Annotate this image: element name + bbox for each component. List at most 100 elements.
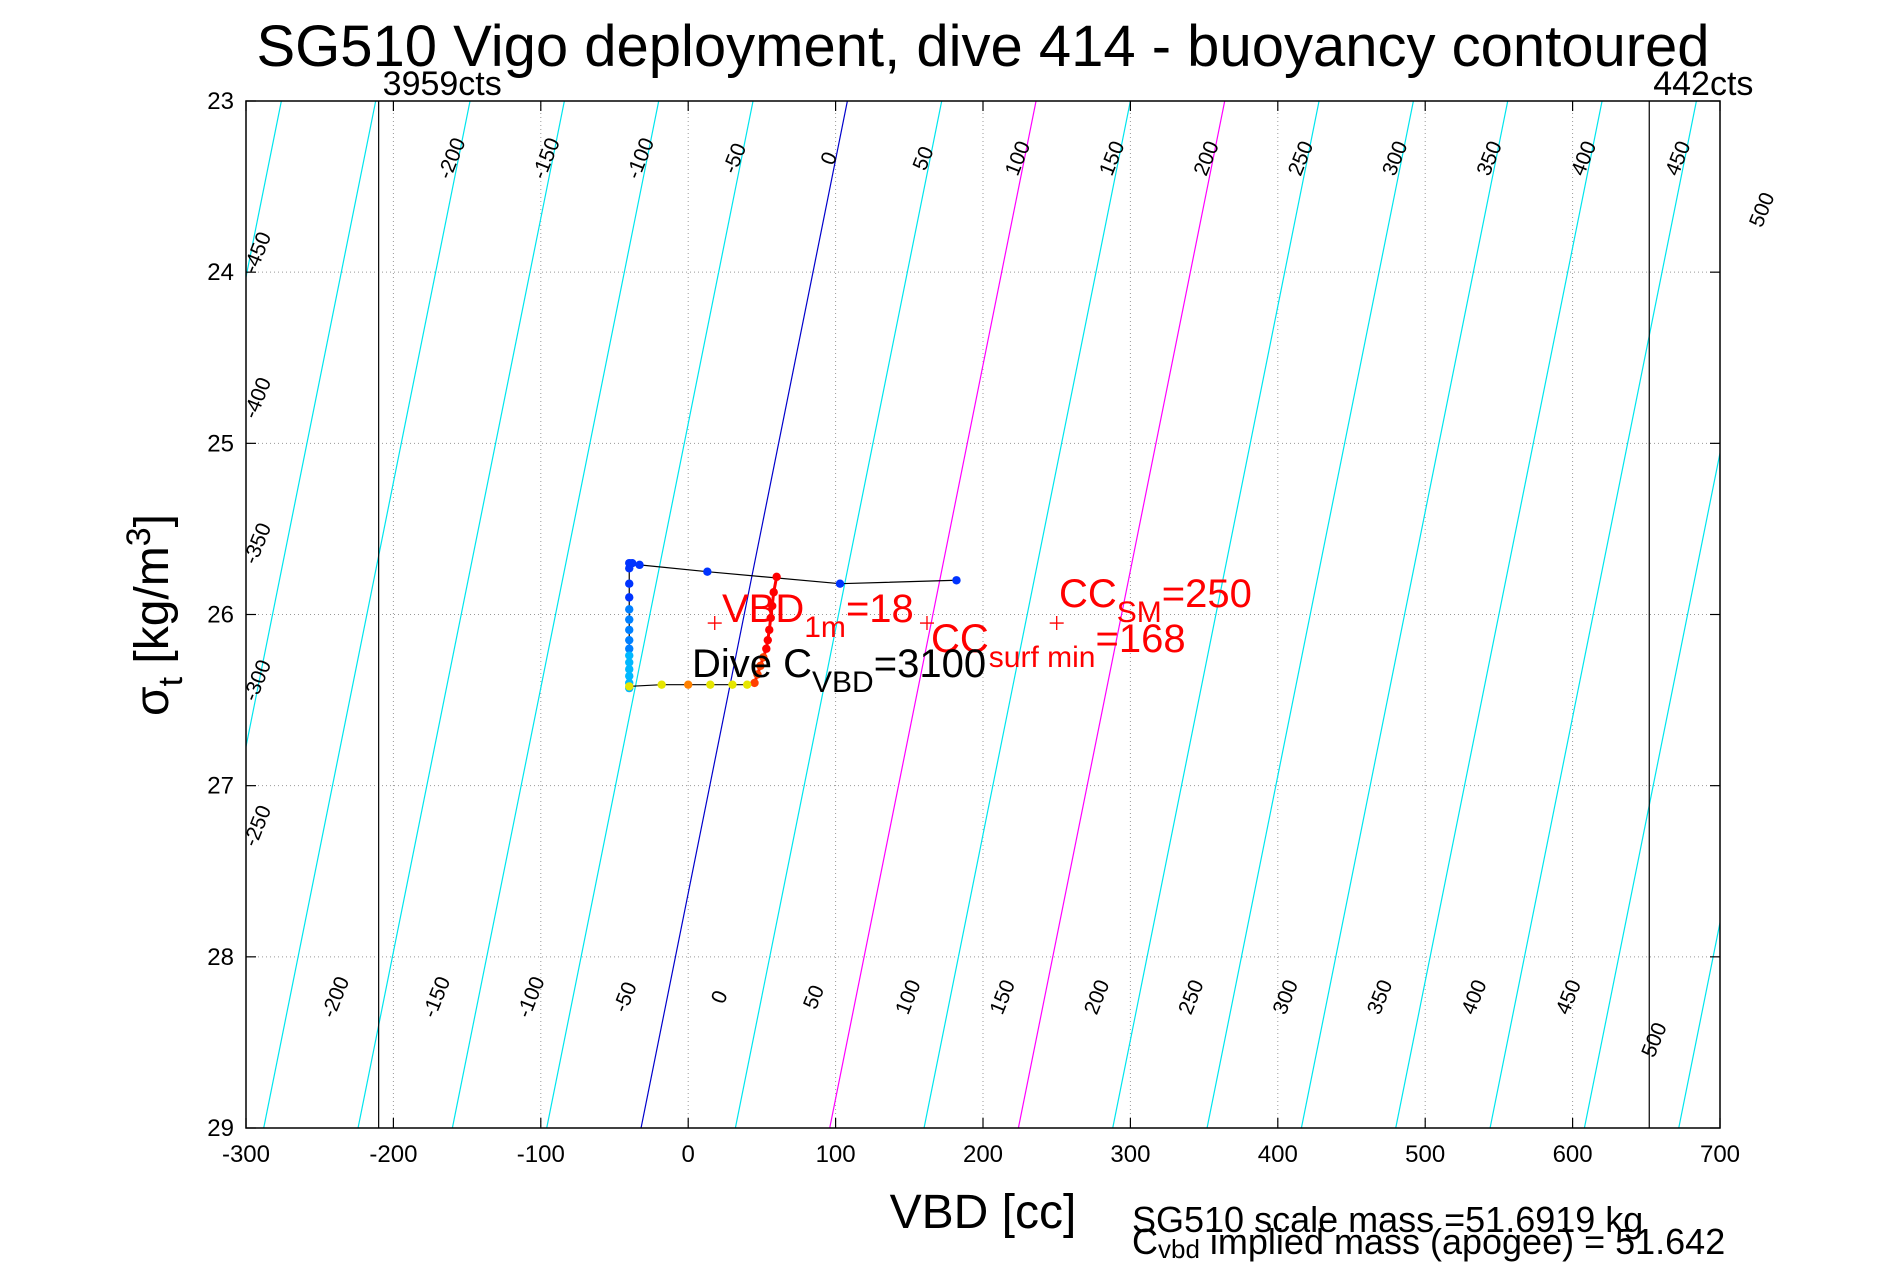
contour-line--400 (0, 101, 93, 1128)
dive-point-21 (769, 588, 778, 597)
chart-title: SG510 Vigo deployment, dive 414 - buoyan… (256, 14, 1709, 79)
dive-point-9 (625, 651, 634, 660)
x-tick-label--300: -300 (222, 1141, 270, 1168)
dive-point-36 (625, 682, 634, 691)
annotation-vbd1m-sub: 1m (804, 611, 846, 644)
dive-point-23 (766, 613, 775, 623)
annotation-vbd1m-main: VBD (722, 587, 804, 631)
y-label-unit: [kg/m (126, 546, 179, 677)
x-axis-label: VBD [cc] (890, 1186, 1077, 1239)
y-tick-label-25: 25 (207, 430, 234, 457)
x-tick-label--200: -200 (369, 1141, 417, 1168)
x-axis-ticks: -300 -200 -100 0 100 200 300 400 500 600 700 (222, 101, 1740, 1168)
contour-line--50 (546, 101, 754, 1128)
dive-point-29 (753, 670, 762, 679)
footer-implied-tail: implied mass (apogee) = 51.642 (1200, 1221, 1725, 1262)
contour-line--200 (263, 101, 471, 1128)
dive-point-10 (625, 658, 634, 667)
buoyancy-contours (0, 101, 1891, 1128)
dive-point-18 (835, 579, 845, 588)
annotation-ccsurf-tail: =168 (1095, 617, 1185, 661)
reference-marker-2 (1049, 616, 1064, 631)
dive-point-8 (625, 644, 634, 653)
annotation-dive-tail: =3100 (874, 642, 986, 686)
contour-line-600 (1773, 101, 1891, 1128)
footer-implied-mass: Cvbd implied mass (apogee) = 51.642 (1132, 1221, 1725, 1262)
x-tick-label-500: 500 (1405, 1141, 1445, 1168)
dive-point-3 (625, 593, 634, 602)
contour-line--150 (357, 101, 565, 1128)
dive-point-26 (762, 644, 771, 653)
dive-point-33 (706, 680, 715, 689)
dive-point-32 (728, 680, 737, 689)
contour-line-500 (1583, 450, 1720, 1128)
contour-line-300 (1206, 101, 1414, 1128)
dive-point-17 (703, 567, 712, 576)
annotation-ccsurf-sub: surf min (989, 641, 1096, 674)
dive-point-22 (768, 601, 777, 611)
x-tick-label-200: 200 (963, 1141, 1003, 1168)
contour-line--250 (246, 101, 377, 750)
dive-point-16 (635, 560, 644, 570)
contour-line-250 (1112, 101, 1320, 1128)
annotation-ccsm: CCSM=250 (1059, 572, 1252, 629)
dive-point-4 (625, 605, 634, 614)
dive-point-15 (627, 558, 637, 568)
x-tick-label-0: 0 (682, 1141, 695, 1168)
y-axis-ticks: 23 24 25 26 27 28 29 (207, 88, 1720, 1142)
contour-line-200 (1017, 101, 1226, 1128)
y-label-close: ] (126, 514, 179, 527)
y-tick-label-24: 24 (207, 259, 234, 286)
grid-lines (246, 101, 1720, 1128)
dive-point-27 (759, 653, 768, 662)
annotation-ccsm-main: CC (1059, 572, 1117, 616)
x-tick-label--100: -100 (517, 1141, 565, 1168)
x-tick-label-300: 300 (1110, 1141, 1150, 1168)
y-tick-label-23: 23 (207, 88, 234, 115)
annotation-dive-sub: VBD (812, 666, 874, 699)
dive-point-28 (756, 661, 765, 671)
dive-point-34 (684, 680, 693, 689)
dive-point-6 (625, 625, 634, 635)
contour-line-100 (829, 101, 1037, 1128)
dive-point-25 (763, 635, 772, 645)
contour-line-0 (640, 101, 848, 1128)
y-tick-label-27: 27 (207, 773, 234, 800)
footer-scale-mass: SG510 scale mass =51.6919 kg (1132, 1199, 1643, 1240)
contour-line-650 (1867, 101, 1891, 1128)
contour-line-450 (1489, 101, 1697, 1128)
reference-marker-0 (707, 616, 722, 631)
dive-point-24 (765, 625, 774, 635)
y-tick-label-28: 28 (207, 944, 234, 971)
dive-path (625, 558, 961, 693)
contour-label-top-500: 500 (1745, 189, 1779, 230)
dive-point-19 (952, 576, 961, 585)
contour-line-50 (734, 101, 943, 1128)
x-tick-label-600: 600 (1553, 1141, 1593, 1168)
dive-point-35 (657, 680, 666, 689)
dive-point-11 (625, 665, 634, 674)
reference-markers (707, 616, 1064, 631)
y-tick-label-29: 29 (207, 1115, 234, 1142)
annotation-ccsm-tail: =250 (1162, 572, 1252, 616)
x-tick-label-700: 700 (1700, 1141, 1740, 1168)
vbd-limit-label-1: 442cts (1653, 65, 1753, 103)
contour-line--100 (451, 101, 660, 1128)
x-tick-label-100: 100 (816, 1141, 856, 1168)
footer-implied-sub: vbd (1158, 1234, 1200, 1262)
contour-line-400 (1395, 101, 1603, 1128)
annotation-dive-cvbd: Dive CVBD=3100 (692, 642, 986, 699)
vbd-limit-lines: 3959cts 442cts (378, 65, 1753, 1128)
y-label-sub: t (152, 676, 190, 686)
dive-point-30 (750, 678, 759, 688)
footer-implied-main: C (1132, 1221, 1158, 1262)
dive-point-31 (742, 680, 752, 689)
y-label-sup: 3 (120, 527, 158, 546)
annotation-ccsurf-main: CC (931, 617, 989, 661)
y-axis-label-group: σt [kg/m3] (120, 514, 190, 716)
x-tick-label-400: 400 (1258, 1141, 1298, 1168)
annotation-ccsurf: CCsurf min=168 (931, 617, 1186, 674)
contour-line-150 (923, 101, 1131, 1128)
annotation-dive-main: Dive C (692, 642, 812, 686)
